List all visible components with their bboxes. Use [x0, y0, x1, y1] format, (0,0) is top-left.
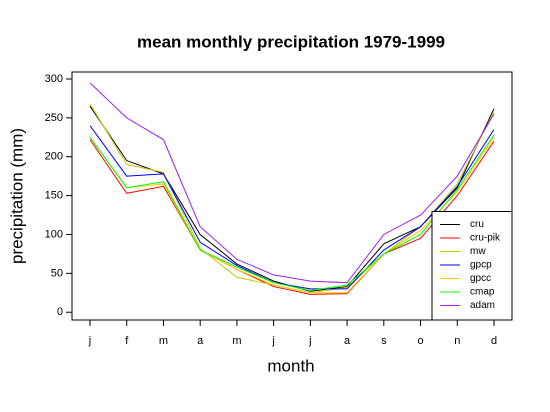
x-tick-label: s — [381, 335, 387, 347]
x-tick-label: o — [417, 335, 423, 347]
line-series — [89, 137, 495, 294]
x-axis-label: month — [267, 356, 314, 375]
x-tick-label: j — [271, 335, 274, 347]
line-series — [89, 125, 495, 290]
x-tick-label: n — [454, 335, 460, 347]
y-axis-label: precipitation (mm) — [7, 128, 26, 264]
legend-box — [431, 211, 513, 321]
line-series — [89, 139, 495, 295]
x-tick-label: m — [232, 335, 241, 347]
x-tick-label: j — [88, 335, 91, 347]
legend-label: cru-pik — [470, 233, 501, 244]
x-tick-label: a — [344, 335, 351, 347]
y-tick-label: 250 — [45, 112, 63, 124]
x-tick-label: a — [197, 335, 204, 347]
legend-label: mw — [470, 246, 486, 257]
x-tick-label: j — [308, 335, 311, 347]
line-series — [89, 134, 495, 291]
line-series — [89, 82, 495, 284]
x-tick-label: m — [159, 335, 168, 347]
y-tick-label: 150 — [45, 190, 63, 202]
legend-label: gpcc — [470, 273, 491, 284]
legend-label: adam — [470, 300, 495, 311]
x-tick-label: f — [125, 335, 129, 347]
chart-title: mean monthly precipitation 1979-1999 — [137, 32, 445, 51]
x-tick-label: d — [491, 335, 497, 347]
legend-label: gpcp — [470, 260, 492, 271]
y-tick-label: 0 — [57, 306, 63, 318]
y-tick-label: 300 — [45, 73, 63, 85]
legend-label: cru — [470, 219, 484, 230]
y-tick-label: 50 — [51, 267, 63, 279]
legend-label: cmap — [470, 287, 495, 298]
y-tick-label: 100 — [45, 228, 63, 240]
y-tick-label: 200 — [45, 151, 63, 163]
